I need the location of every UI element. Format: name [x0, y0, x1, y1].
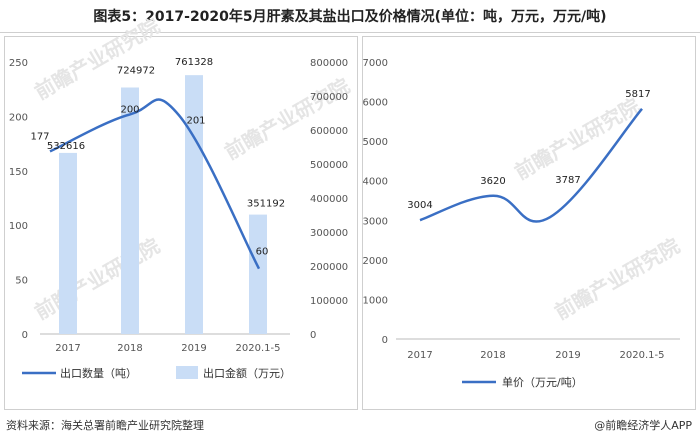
price-y-tick-label: 1000: [363, 295, 388, 306]
amount-bar: [185, 75, 203, 334]
right-y-tick-label: 700000: [310, 92, 348, 103]
bar-series: [59, 75, 267, 334]
right-y-tick-label: 400000: [310, 194, 348, 205]
price-data-labels: 3004 3620 3787 5817: [407, 89, 650, 211]
price-x-category-label: 2017: [407, 350, 432, 361]
quantity-data-label: 201: [186, 115, 205, 126]
amount-data-label: 351192: [247, 199, 285, 210]
watermark: 前瞻产业研究院: [511, 94, 644, 185]
price-y-tick-label: 4000: [363, 177, 388, 188]
price-y-tick-label: 0: [382, 335, 388, 346]
left-y-tick-label: 250: [9, 58, 28, 69]
quantity-data-label: 200: [120, 104, 139, 115]
watermark: 前瞻产业研究院: [551, 234, 684, 325]
quantity-data-label: 177: [30, 131, 49, 142]
amount-data-label: 761328: [175, 57, 213, 68]
legend-label-amount: 出口金额（万元）: [203, 366, 291, 380]
x-category-label: 2017: [55, 343, 80, 354]
watermark: 前瞻产业研究院: [221, 74, 354, 165]
price-y-tick-label: 5000: [363, 137, 388, 148]
legend: 出口数量（吨） 出口金额（万元）: [22, 366, 291, 380]
right-y-tick-label: 800000: [310, 58, 348, 69]
legend-label-price: 单价（万元/吨）: [502, 376, 583, 389]
x-axis-categories: 2017 2018 2019 2020.1-5: [55, 343, 280, 354]
price-data-label: 5817: [625, 89, 650, 100]
left-y-tick-label: 200: [9, 112, 28, 123]
line-series: [49, 98, 261, 270]
right-y-tick-label: 300000: [310, 228, 348, 239]
right-y-tick-label: 600000: [310, 126, 348, 137]
right-y-tick-label: 500000: [310, 160, 348, 171]
chart-title: 图表5：2017-2020年5月肝素及其盐出口及价格情况(单位：吨，万元，万元/…: [93, 9, 607, 25]
left-y-axis-ticks: 0 50 100 150 200 250: [9, 58, 28, 341]
price-y-tick-label: 6000: [363, 98, 388, 109]
legend-bar-swatch: [176, 366, 198, 379]
price-data-label: 3787: [555, 175, 580, 186]
right-y-tick-label: 0: [310, 330, 316, 341]
title-divider: [0, 32, 700, 33]
price-data-label: 3620: [480, 176, 505, 187]
left-y-tick-label: 150: [9, 167, 28, 178]
brand-credit: @前瞻经济学人APP: [594, 419, 692, 432]
bar-data-labels: 532616 724972 761328 351192: [47, 57, 285, 209]
right-y-tick-label: 200000: [310, 262, 348, 273]
right-y-tick-label: 100000: [310, 296, 348, 307]
amount-bar: [249, 214, 267, 334]
amount-bar: [59, 152, 77, 334]
watermark: 前瞻产业研究院: [31, 14, 164, 105]
line-data-labels: 177 200 201 60: [30, 104, 268, 257]
right-panel-frame: [362, 36, 696, 410]
price-y-tick-label: 2000: [363, 256, 388, 267]
source-note: 资料来源：海关总署前瞻产业研究院整理: [6, 419, 204, 432]
price-x-axis-categories: 2017 2018 2019 2020.1-5: [407, 350, 664, 361]
price-legend: 单价（万元/吨）: [462, 376, 583, 389]
x-category-label: 2020.1-5: [236, 343, 281, 354]
quantity-data-label: 60: [256, 247, 269, 258]
x-category-label: 2019: [181, 343, 206, 354]
price-x-category-label: 2018: [480, 350, 505, 361]
left-y-tick-label: 100: [9, 221, 28, 232]
amount-data-label: 532616: [47, 141, 85, 152]
left-y-tick-label: 50: [15, 276, 28, 287]
price-line-series: [419, 108, 643, 223]
price-data-label: 3004: [407, 200, 432, 211]
x-category-label: 2018: [117, 343, 142, 354]
amount-data-label: 724972: [117, 66, 155, 77]
amount-bar: [121, 87, 139, 334]
right-y-axis-ticks: 0 100000 200000 300000 400000 500000 600000 700…: [310, 58, 348, 341]
watermark: 前瞻产业研究院: [31, 234, 164, 325]
price-x-category-label: 2020.1-5: [620, 350, 665, 361]
legend-label-quantity: 出口数量（吨）: [60, 366, 137, 380]
left-y-tick-label: 0: [22, 330, 28, 341]
left-panel-frame: [4, 36, 358, 410]
price-x-category-label: 2019: [555, 350, 580, 361]
price-y-tick-label: 3000: [363, 216, 388, 227]
price-y-tick-label: 7000: [363, 58, 388, 69]
price-y-axis-ticks: 0 1000 2000 3000 4000 5000 6000 7000: [363, 58, 388, 346]
footer: 资料来源：海关总署前瞻产业研究院整理 @前瞻经济学人APP: [0, 417, 700, 437]
